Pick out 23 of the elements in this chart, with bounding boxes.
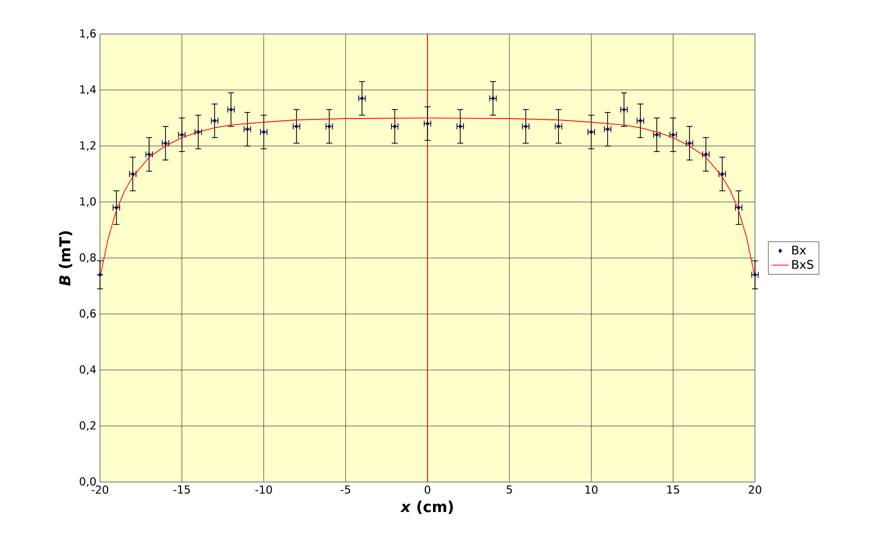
y-tick-label: 0,8 [80,253,96,263]
y-tick-label: 1,6 [80,29,96,39]
x-tick-label: 15 [667,486,680,494]
y-tick-label: 1,4 [80,85,96,95]
x-tick-label: -15 [173,486,190,494]
y-axis-title: B (mT) [58,231,72,286]
x-tick-label: 0 [424,486,430,494]
x-tick-label: 20 [748,486,762,494]
y-tick-label: 0,4 [80,365,96,375]
legend-label: BxS [792,260,814,269]
line-series [100,118,756,278]
x-tick-label: -20 [92,486,108,494]
y-tick-label: 0,2 [80,421,96,431]
legend-label: Bx [792,246,806,254]
y-tick-label: 0,0 [80,477,96,487]
y-tick-label: 0,6 [80,309,96,319]
x-tick-label: -10 [255,486,272,494]
x-axis-title: x (cm) [400,500,453,514]
x-tick-label: 10 [585,486,598,494]
y-tick-label: 1,2 [80,141,96,151]
y-tick-label: 1,0 [80,197,96,207]
x-tick-label: -5 [340,486,350,494]
x-tick-label: 5 [506,486,512,494]
